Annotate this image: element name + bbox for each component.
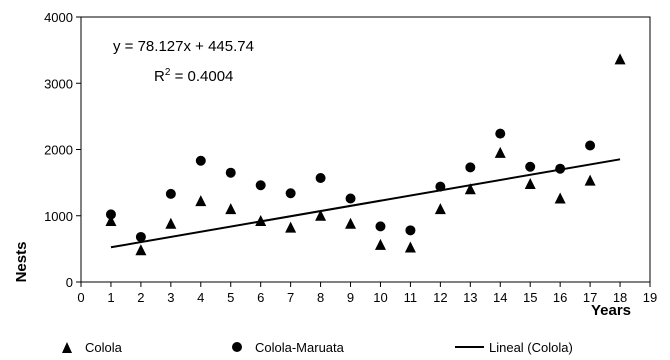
point-colola-maruata <box>345 193 356 204</box>
y-tick-label: 1000 <box>44 209 73 224</box>
point-colola-maruata <box>315 172 326 183</box>
point-colola-maruata <box>435 181 446 192</box>
plot-frame <box>80 16 651 283</box>
r-squared-value: = 0.4004 <box>170 68 233 85</box>
x-tick-label: 19 <box>643 290 657 305</box>
point-colola <box>524 177 536 189</box>
x-tick-label: 8 <box>317 290 324 305</box>
x-tick-label: 14 <box>493 290 507 305</box>
x-tick-label: 7 <box>287 290 294 305</box>
point-colola <box>345 217 357 229</box>
point-colola <box>165 217 177 229</box>
point-colola <box>494 146 506 158</box>
point-colola-maruata <box>225 167 236 178</box>
x-tick-label: 12 <box>433 290 447 305</box>
point-colola-maruata <box>495 128 506 139</box>
point-colola <box>135 244 147 256</box>
x-tick-label: 2 <box>137 290 144 305</box>
x-axis-title: Years <box>591 302 631 319</box>
x-tick-label: 17 <box>583 290 597 305</box>
point-colola-maruata <box>465 162 476 173</box>
point-colola-maruata <box>405 225 416 236</box>
legend: Colola Colola-Maruata Lineal (Colola) <box>62 340 573 355</box>
point-colola-maruata <box>525 161 536 172</box>
r-squared-label: R2 = 0.4004 <box>154 67 233 85</box>
r-squared-superscript: 2 <box>165 67 171 78</box>
point-colola <box>315 209 327 221</box>
x-tick-label: 3 <box>167 290 174 305</box>
point-colola <box>404 241 416 253</box>
x-tick-label: 18 <box>613 290 627 305</box>
y-tick-label: 2000 <box>44 143 73 158</box>
point-colola-maruata <box>105 209 116 220</box>
y-tick-label: 0 <box>66 275 73 290</box>
point-colola <box>195 195 207 207</box>
legend-marker-colola-maruata <box>232 342 242 352</box>
x-tick-label: 16 <box>553 290 567 305</box>
x-tick-label: 10 <box>373 290 387 305</box>
x-tick-label: 9 <box>347 290 354 305</box>
point-colola <box>285 221 297 233</box>
point-colola <box>255 215 267 227</box>
trendline-group <box>110 158 621 249</box>
point-colola <box>584 174 596 186</box>
y-tick-label: 3000 <box>44 76 73 91</box>
trendline-colola <box>110 158 621 249</box>
point-colola <box>434 203 446 215</box>
x-tick-label: 11 <box>404 290 418 305</box>
trendline-equation: y = 78.127x + 445.74 <box>113 38 254 55</box>
r-squared-prefix: R <box>154 68 165 85</box>
point-colola-maruata <box>585 140 596 151</box>
x-tick-label: 5 <box>227 290 234 305</box>
point-colola <box>105 215 117 227</box>
point-colola-maruata <box>255 180 266 191</box>
y-axis-title: Nests <box>13 242 30 283</box>
point-colola-maruata <box>165 188 176 199</box>
point-colola-maruata <box>195 155 206 166</box>
x-tick-label: 15 <box>523 290 537 305</box>
x-tick-label: 13 <box>463 290 477 305</box>
points-group <box>105 53 626 256</box>
x-tick-label: 6 <box>257 290 264 305</box>
point-colola <box>614 53 626 65</box>
x-tick-label: 4 <box>197 290 204 305</box>
legend-marker-colola <box>62 342 72 353</box>
legend-label-trendline: Lineal (Colola) <box>489 340 573 355</box>
x-tick-label: 1 <box>107 290 114 305</box>
point-colola-maruata <box>375 221 386 232</box>
point-colola <box>225 203 237 215</box>
point-colola-maruata <box>135 231 146 242</box>
legend-label-colola: Colola <box>85 340 123 355</box>
point-colola <box>374 238 386 250</box>
y-tick-label: 4000 <box>44 10 73 25</box>
point-colola <box>554 192 566 204</box>
point-colola-maruata <box>555 163 566 174</box>
x-tick-label: 0 <box>77 290 84 305</box>
legend-label-colola-maruata: Colola-Maruata <box>255 340 345 355</box>
point-colola-maruata <box>285 188 296 199</box>
point-colola <box>464 183 476 195</box>
